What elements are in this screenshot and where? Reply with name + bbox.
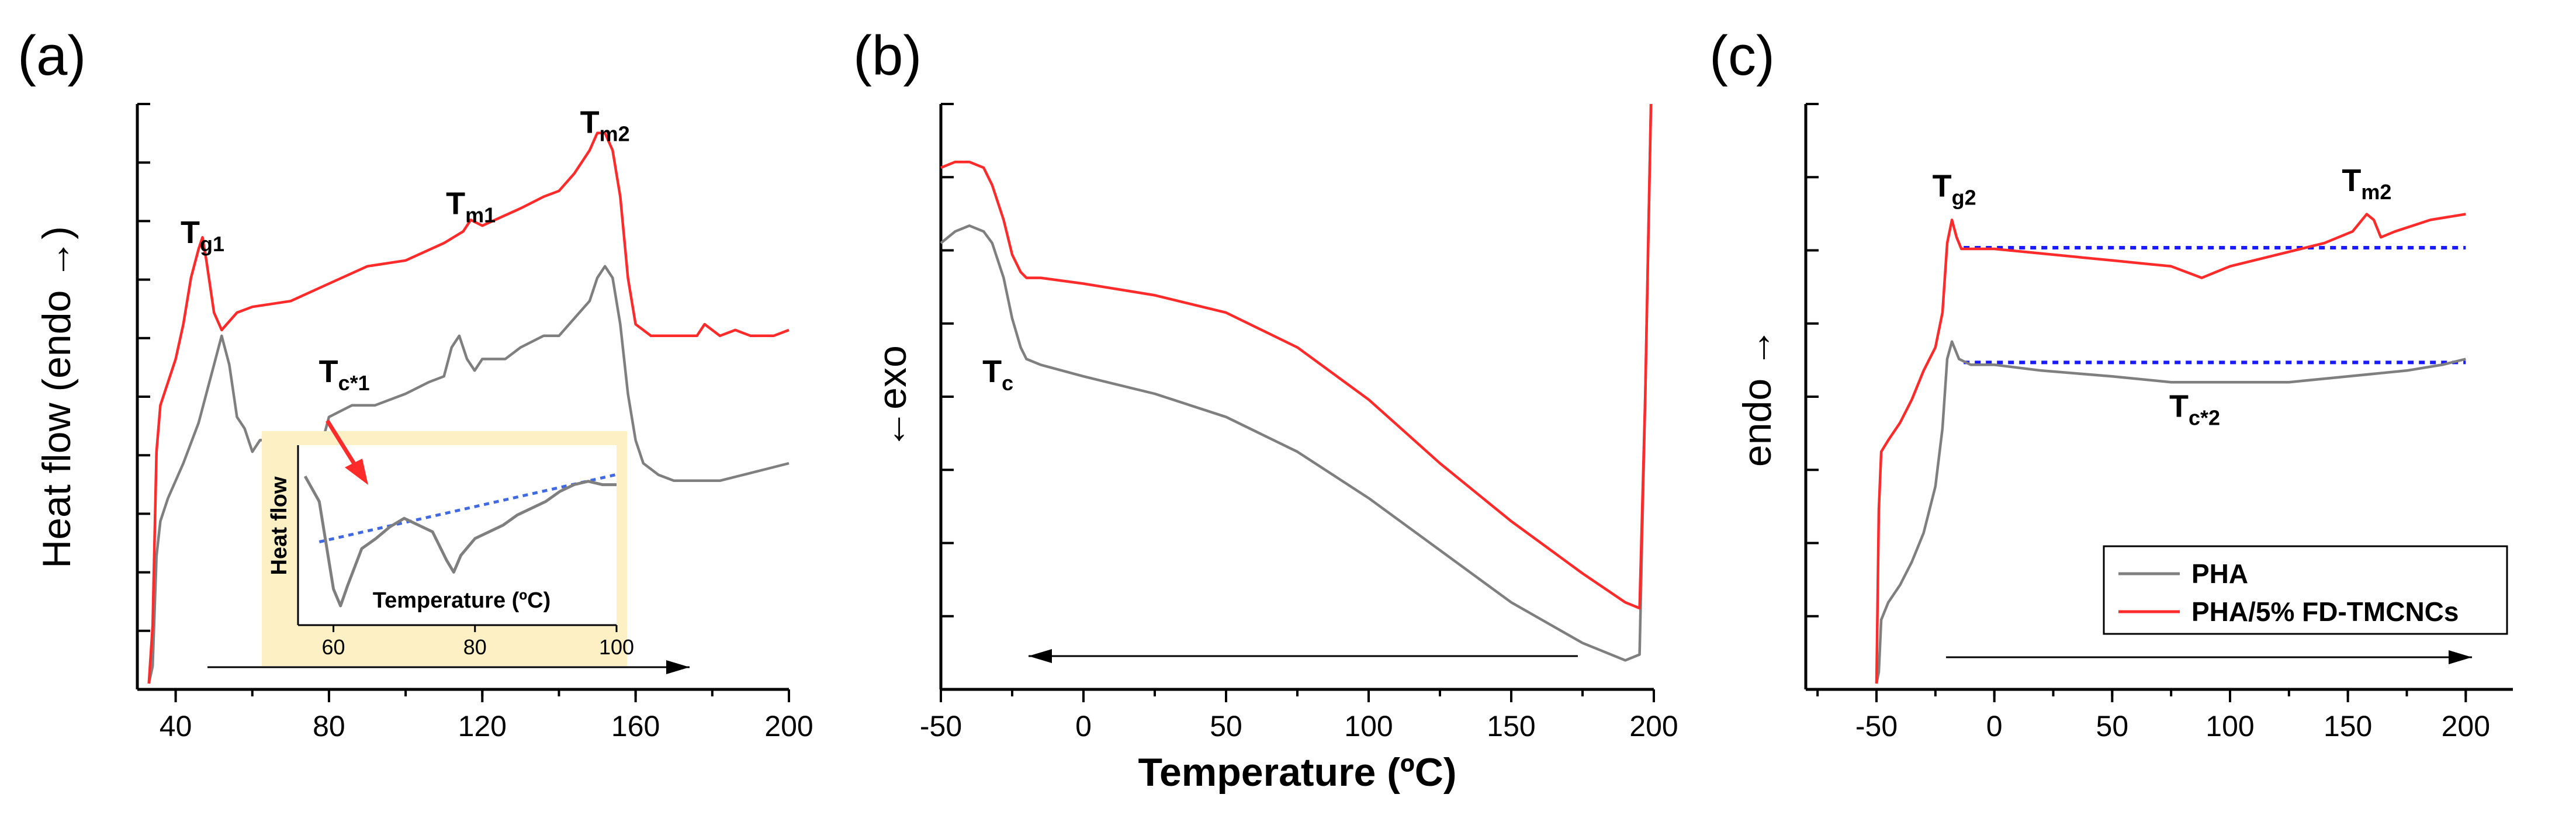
x-tick-label: 100 (2205, 710, 2254, 743)
panel-b: (b) -50 0 50 100 150 200 ←exo Temperature (ºC) Tc (853, 25, 1678, 795)
annotation-Tc: Tc (982, 354, 1013, 395)
series-pha (1875, 340, 2466, 684)
inset-x-tick-label: 100 (599, 635, 634, 659)
x-tick-label: 150 (1487, 710, 1535, 743)
annotation-main: T (446, 186, 465, 221)
legend-label: PHA/5% FD-TMCNCs (2191, 596, 2459, 627)
annotation-Tm2: Tm2 (580, 105, 630, 146)
inset-baseline (318, 473, 617, 543)
annotation-main: T (982, 354, 1002, 389)
legend: PHA PHA/5% FD-TMCNCs (2103, 545, 2508, 635)
annotation-main: T (580, 105, 600, 140)
series-gray (940, 103, 1653, 662)
x-tick-label: 0 (1986, 710, 2003, 743)
annotation-sub: m2 (2361, 180, 2391, 204)
panel-label: (b) (853, 25, 922, 87)
annotation-Tg1: Tg1 (181, 215, 224, 256)
heating-arrow-head (2449, 650, 2472, 664)
y-axis-title: ←exo (870, 345, 915, 449)
x-tick-label: -50 (920, 710, 962, 743)
x-tick-label: 100 (1344, 710, 1393, 743)
annotation-sub: c*1 (338, 371, 370, 395)
x-tick-label: 200 (764, 710, 813, 743)
annotation-Tc*1: Tc*1 (319, 354, 370, 395)
series-gray (147, 265, 790, 684)
annotation-main: T (2169, 389, 2189, 424)
annotation-main: T (2342, 163, 2361, 198)
inset-x-title: Temperature (ºC) (373, 588, 551, 613)
annotation-Tg2: Tg2 (1933, 169, 1976, 210)
pointer-arrow-head (345, 459, 368, 485)
x-tick-label: -50 (1855, 710, 1898, 743)
x-axis-title: Temperature (ºC) (1138, 750, 1457, 795)
y-axis-title: Heat flow (endo →) (34, 226, 79, 568)
inset-y-title: Heat flow (267, 476, 292, 575)
inset-x-tick-label: 80 (463, 635, 487, 659)
annotation-sub: m1 (465, 203, 496, 227)
panel-label: (c) (1709, 25, 1775, 87)
annotation-sub: m2 (600, 122, 630, 146)
inset-curve (303, 475, 617, 608)
annotation-Tc*2: Tc*2 (2169, 389, 2220, 430)
annotation-Tm1: Tm1 (446, 186, 496, 227)
panel-label: (a) (18, 25, 86, 87)
x-tick-label: 50 (2096, 710, 2129, 743)
series-pha-5-fd-tmcncs (1875, 213, 2466, 684)
x-tick-label: 50 (1210, 710, 1242, 743)
inset: 60 80 100 Temperature (ºC) Heat flow (262, 431, 634, 666)
legend-box (2103, 545, 2508, 635)
y-axis-title: endo → (1735, 328, 1779, 467)
annotation-sub: c*2 (2189, 406, 2220, 430)
annotation-sub: g2 (1952, 186, 1976, 210)
series-red (147, 131, 790, 684)
x-tick-label: 40 (160, 710, 192, 743)
legend-label: PHA (2191, 559, 2248, 589)
heating-arrow-head (666, 660, 690, 674)
x-tick-label: 200 (1629, 710, 1678, 743)
annotation-main: T (319, 354, 338, 389)
x-tick-label: 150 (2324, 710, 2372, 743)
inset-x-tick-label: 60 (322, 635, 345, 659)
annotation-Tm2: Tm2 (2342, 163, 2391, 204)
cooling-arrow-head (1029, 649, 1052, 663)
annotation-main: T (1933, 169, 1952, 204)
series-red (940, 103, 1653, 610)
x-tick-label: 0 (1075, 710, 1092, 743)
x-tick-label: 200 (2442, 710, 2490, 743)
x-tick-label: 120 (458, 710, 507, 743)
annotation-main: T (181, 215, 200, 250)
annotation-sub: c (1002, 371, 1013, 395)
x-tick-label: 160 (611, 710, 660, 743)
annotation-sub: g1 (200, 232, 224, 256)
x-tick-label: 80 (313, 710, 345, 743)
pointer-arrow-shaft (326, 419, 358, 469)
